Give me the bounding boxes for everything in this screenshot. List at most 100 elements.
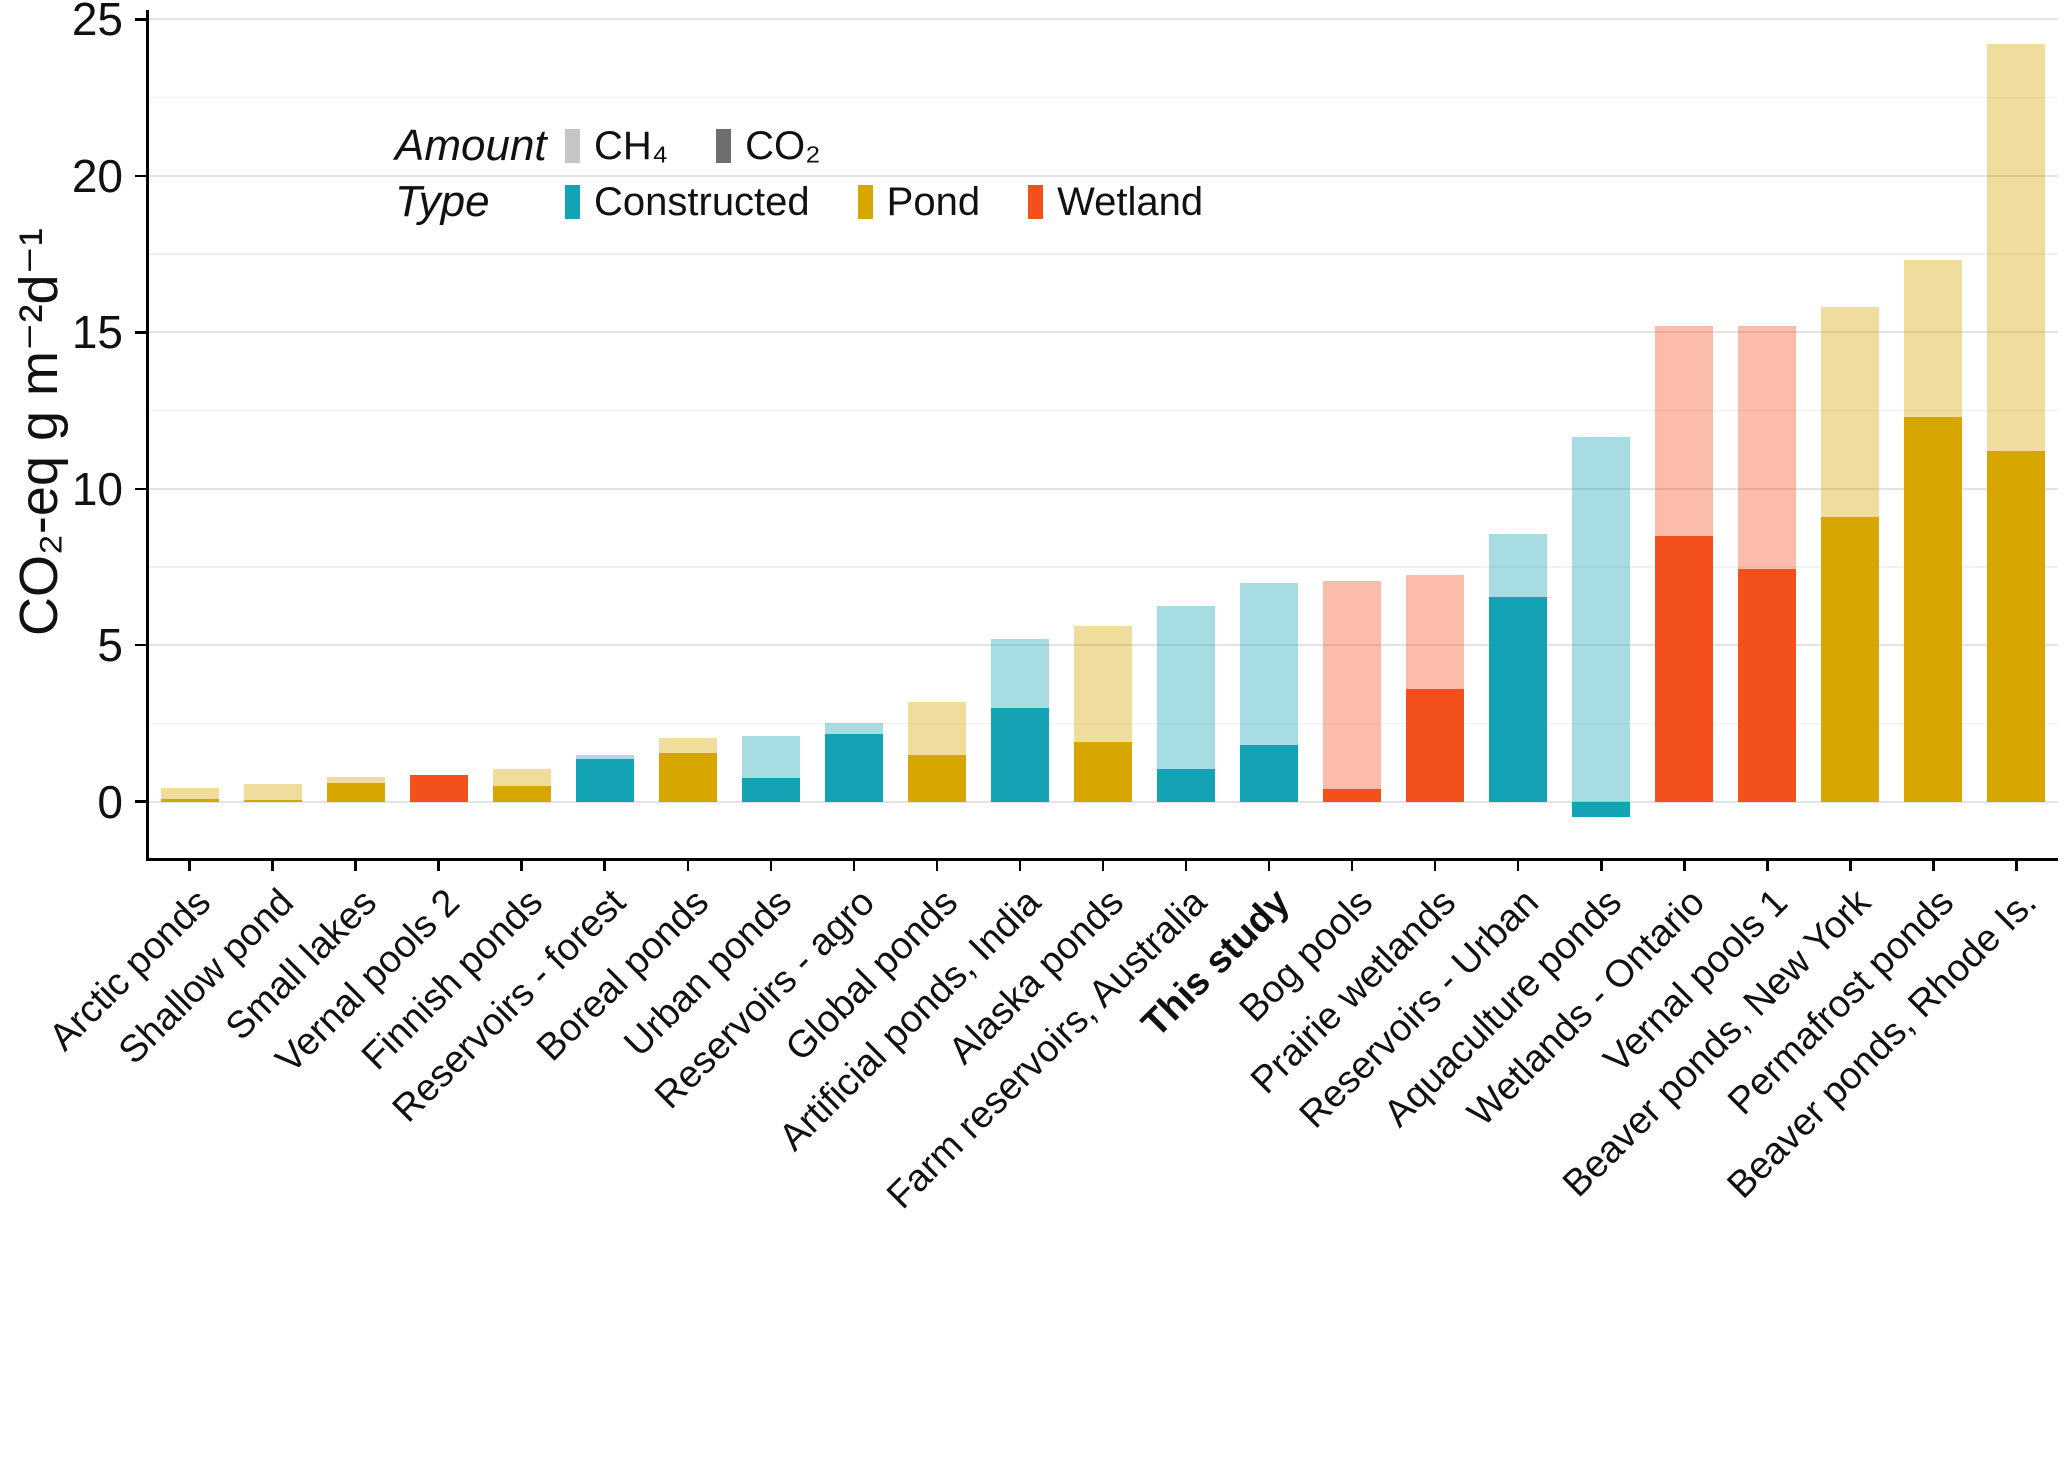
bar-co2-segment — [1987, 451, 2046, 802]
x-axis-tick — [1267, 858, 1271, 871]
x-axis-tick — [188, 858, 191, 871]
bar-co2-segment — [658, 753, 717, 802]
x-axis-tick — [1600, 858, 1603, 871]
gridline-minor — [148, 409, 2058, 412]
bar-co2-segment — [326, 782, 385, 802]
gridline-major — [148, 800, 2058, 803]
y-axis-tick-label: 0 — [97, 775, 123, 828]
x-axis-tick — [2015, 858, 2018, 871]
x-axis-tick — [1350, 858, 1354, 871]
y-axis-tick-label: 20 — [71, 149, 123, 202]
legend-item-co2: CO₂ — [716, 124, 821, 169]
legend-item-ch4: CH₄ — [565, 124, 668, 169]
bar-ch4-segment — [658, 737, 717, 754]
bar-co2-segment — [1406, 689, 1465, 802]
y-axis-tick-label: 15 — [71, 306, 123, 359]
bar-co2-segment — [575, 759, 634, 802]
legend-item-co2-label: CO₂ — [745, 123, 821, 168]
y-axis-line — [146, 10, 149, 860]
bar-co2-segment — [1572, 801, 1631, 818]
x-axis-tick — [354, 858, 357, 871]
bar-co2-segment — [409, 775, 468, 802]
bar-co2-segment — [741, 778, 800, 802]
bar-co2-segment — [1157, 768, 1216, 802]
x-axis-tick — [603, 858, 606, 871]
bar-ch4-segment — [1157, 606, 1216, 769]
x-axis-tick — [769, 858, 773, 871]
bar-ch4-segment — [326, 776, 385, 783]
bar-co2-segment — [824, 734, 883, 802]
bar-ch4-segment — [1489, 534, 1548, 597]
gridline-major — [148, 644, 2058, 647]
y-axis-tick — [135, 174, 148, 178]
bar-ch4-segment — [741, 735, 800, 779]
legend-item-ch4-label: CH₄ — [594, 123, 669, 168]
legend-item-pond-label: Pond — [886, 179, 981, 224]
bar-ch4-segment — [1987, 44, 2046, 452]
x-axis-tick — [1932, 858, 1935, 871]
pond-swatch-icon — [857, 185, 873, 219]
legend-item-wetland-label: Wetland — [1057, 179, 1204, 224]
bar-co2-segment — [243, 800, 302, 802]
bar-ch4-segment — [1655, 326, 1714, 536]
x-axis-tick — [1101, 858, 1105, 871]
bar-co2-segment — [990, 707, 1049, 802]
x-axis-tick — [1018, 858, 1022, 871]
bar-co2-segment — [1821, 516, 1880, 802]
x-axis-tick — [520, 858, 523, 871]
x-axis-tick — [1516, 858, 1520, 871]
bar-co2-segment — [492, 786, 551, 802]
y-axis-tick-label: 25 — [71, 0, 123, 46]
bar-co2-segment — [1240, 745, 1299, 802]
x-axis-tick — [437, 858, 440, 871]
bar-co2-segment — [1074, 742, 1132, 802]
y-axis-tick-label: 10 — [71, 462, 123, 515]
gridline-major — [148, 331, 2058, 334]
co2-swatch-icon — [716, 129, 732, 163]
y-axis-tick — [135, 643, 148, 647]
legend-row-type: Type Constructed Pond Wetland — [395, 174, 1251, 230]
y-axis-tick — [135, 487, 148, 490]
bar-ch4-segment — [990, 638, 1049, 708]
bar-ch4-segment — [907, 701, 966, 755]
x-axis-tick — [1849, 858, 1852, 871]
bar-ch4-segment — [1240, 582, 1299, 746]
gridline-major — [148, 487, 2058, 490]
bar-ch4-segment — [1821, 307, 1880, 517]
x-axis-tick — [271, 858, 274, 871]
gridline-major — [148, 18, 2058, 21]
bar-co2-segment — [160, 798, 219, 802]
legend-row-amount: Amount CH₄ CO₂ — [395, 118, 1251, 174]
gridline-major — [148, 174, 2058, 177]
bar-ch4-segment — [243, 784, 302, 801]
bar-co2-segment — [907, 754, 966, 802]
legend-item-pond: Pond — [857, 179, 981, 225]
x-axis-tick — [1184, 858, 1188, 871]
bar-ch4-segment — [160, 787, 219, 799]
legend-item-wetland: Wetland — [1028, 180, 1203, 225]
legend-type-title: Type — [395, 177, 490, 226]
gridline-minor — [148, 253, 2058, 255]
bar-co2-segment — [1738, 568, 1797, 802]
gridline-minor — [148, 566, 2058, 568]
bar-ch4-segment — [1738, 326, 1797, 569]
bar-ch4-segment — [1904, 260, 1963, 417]
bar-ch4-segment — [1074, 626, 1132, 743]
x-axis-tick — [1766, 858, 1769, 871]
bar-co2-segment — [1655, 535, 1714, 802]
gridline-minor — [148, 96, 2058, 99]
legend-amount-title: Amount — [395, 121, 547, 170]
x-axis-tick — [686, 858, 690, 871]
bar-ch4-segment — [575, 754, 634, 760]
bar-ch4-segment — [1406, 574, 1465, 689]
x-axis-line — [146, 858, 2058, 861]
y-axis-tick — [135, 331, 148, 334]
bar-ch4-segment — [824, 723, 883, 735]
bar-ch4-segment — [1323, 581, 1382, 790]
constructed-swatch-icon — [565, 185, 580, 219]
x-axis-tick — [935, 858, 939, 871]
wetland-swatch-icon — [1028, 185, 1044, 219]
y-axis-tick-label: 5 — [97, 619, 123, 672]
legend-item-constructed: Constructed — [565, 180, 810, 225]
